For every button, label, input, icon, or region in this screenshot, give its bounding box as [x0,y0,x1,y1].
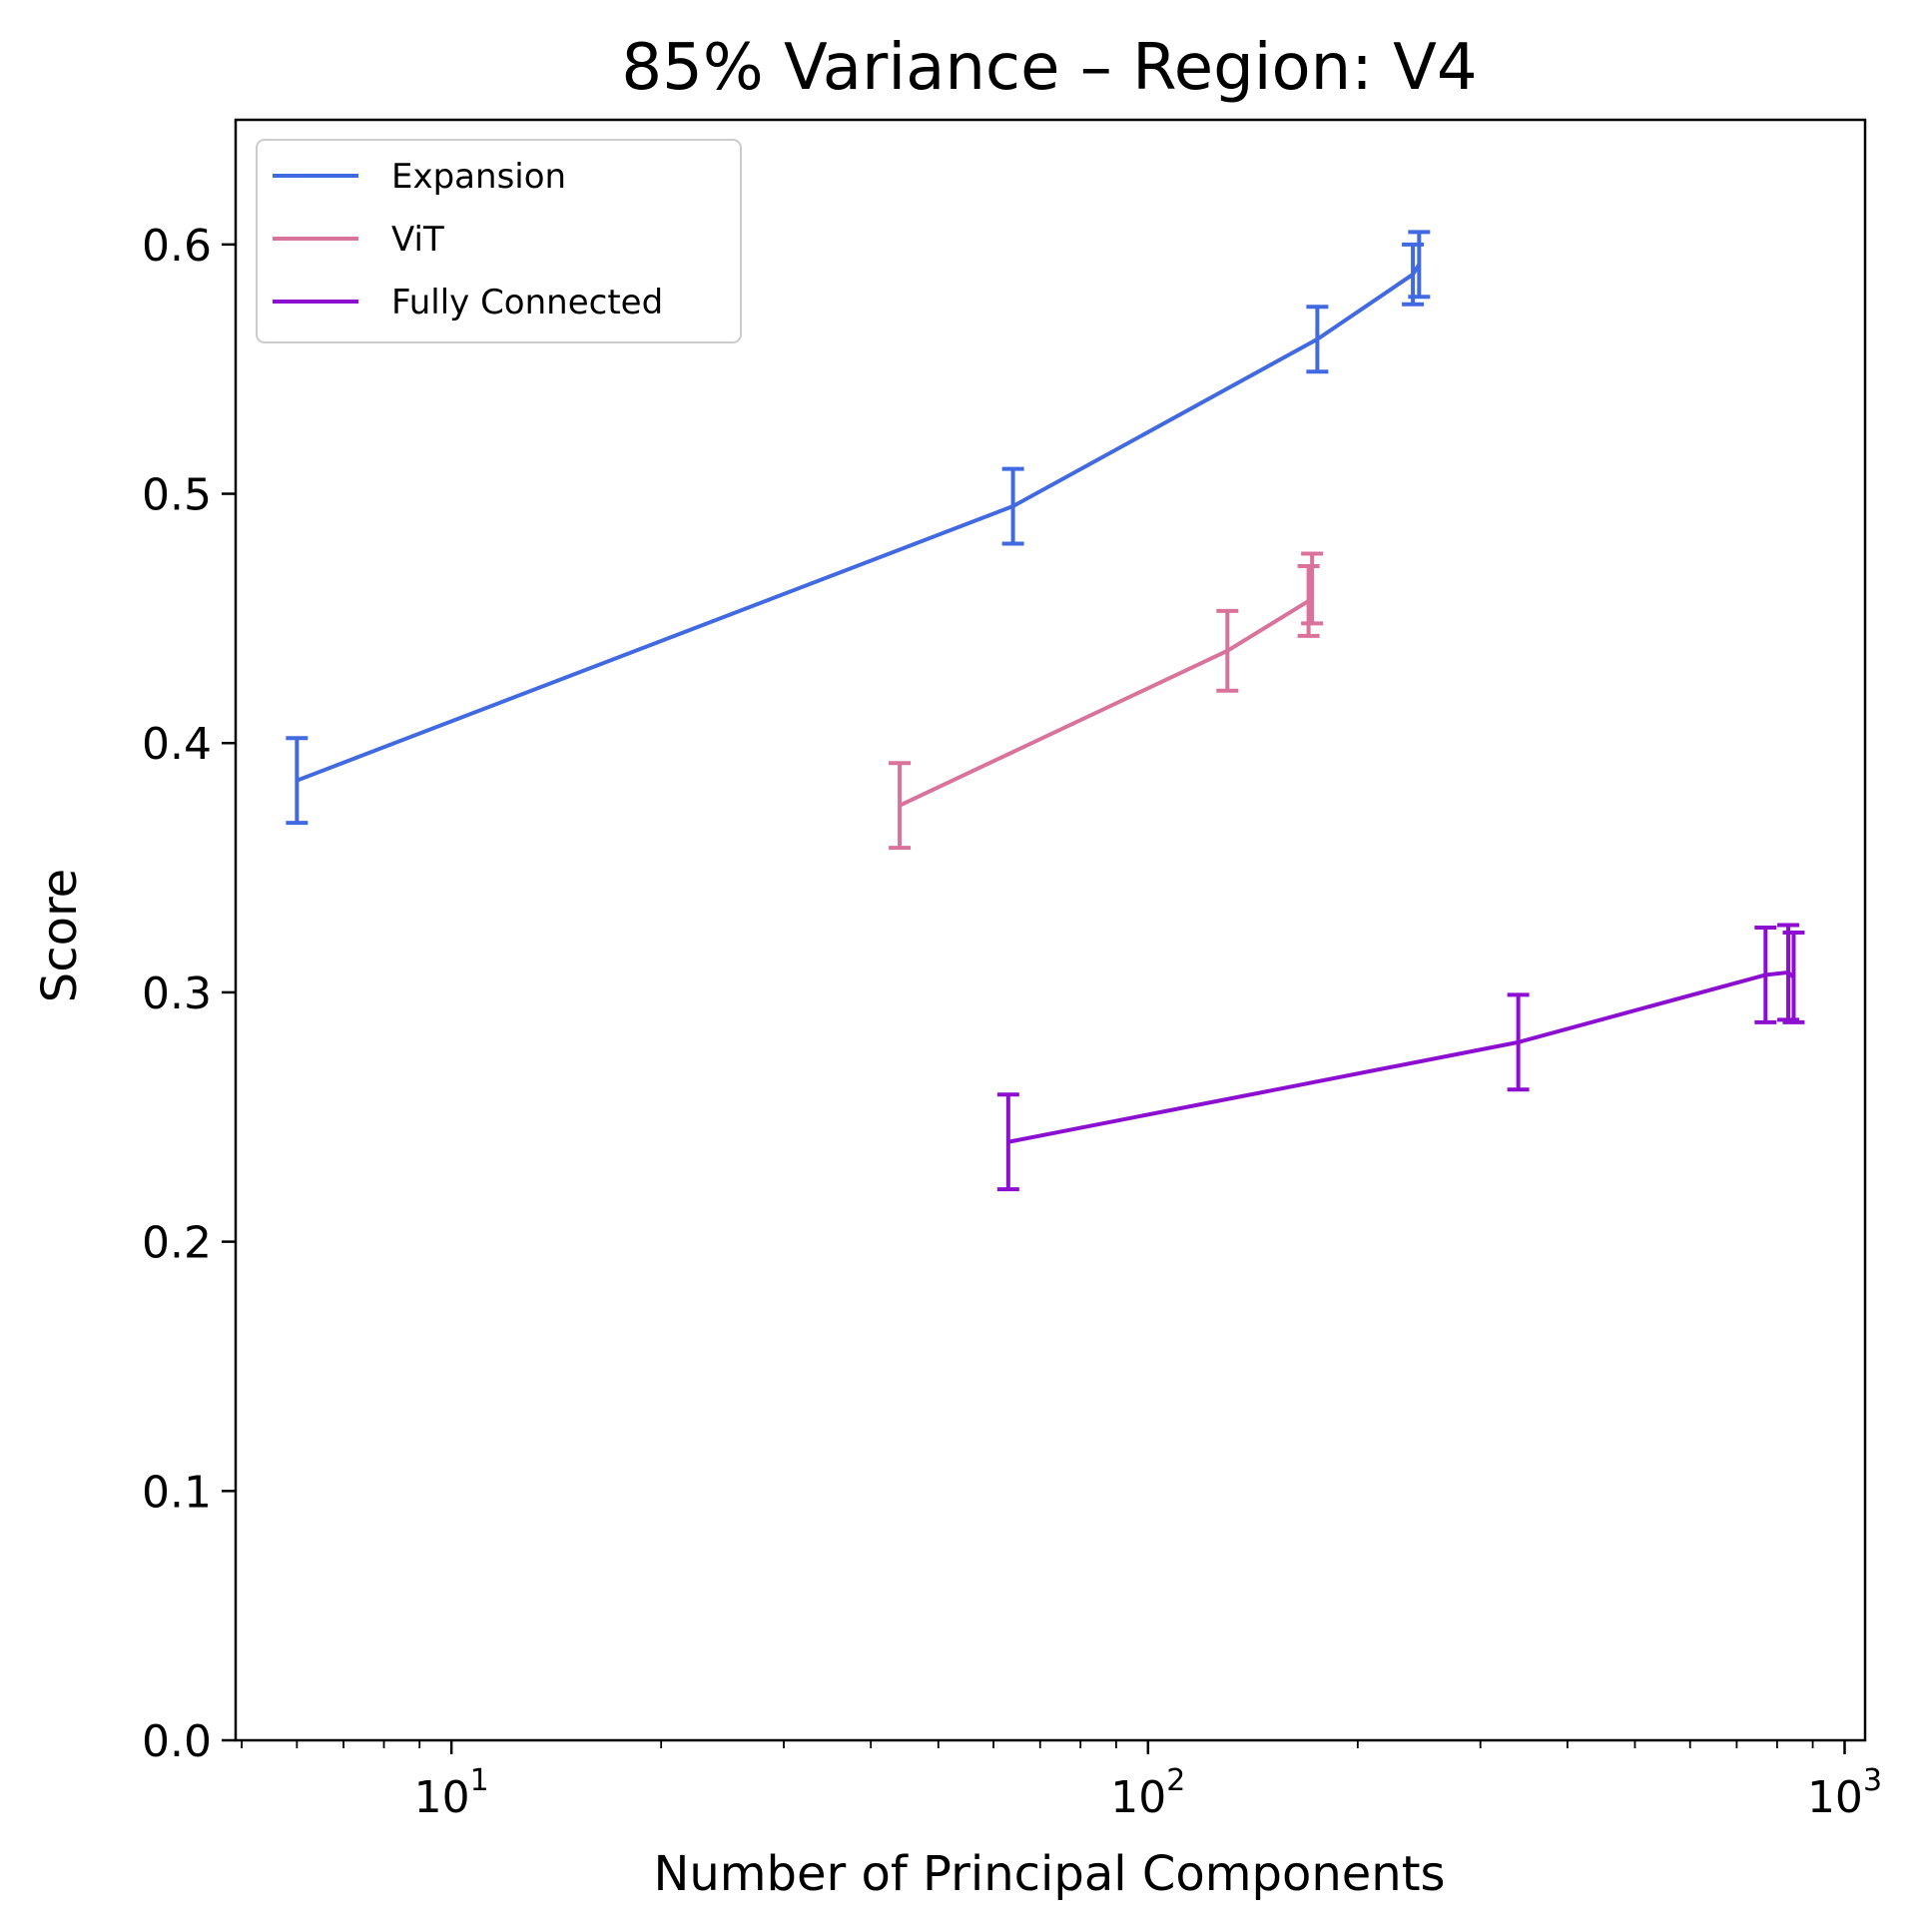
series-1 [889,551,1324,851]
legend-label: Fully Connected [391,283,663,322]
y-tick-label: 0.5 [142,470,212,521]
y-axis-label: Score [32,869,88,1002]
y-tick-label: 0.0 [142,1716,212,1767]
chart-title: 85% Variance – Region: V4 [621,31,1477,105]
x-tick-label: 101 [414,1763,489,1823]
x-tick-base: 10 [1110,1772,1166,1823]
legend-label: ViT [391,220,444,260]
x-tick-label: 103 [1807,1763,1882,1823]
series-0 [286,230,1431,826]
legend-box [256,139,742,343]
x-tick-exponent: 3 [1863,1763,1882,1798]
y-tick-label: 0.4 [142,719,212,770]
legend-item: ViT [273,220,444,260]
legend: Expansion ViT Fully Connected [256,139,742,343]
legend-item: Fully Connected [273,283,663,322]
x-tick-label: 102 [1110,1763,1185,1823]
series-2 [996,923,1805,1192]
legend-item: Expansion [273,157,566,197]
y-tick-label: 0.2 [142,1218,212,1269]
plot-frame [234,118,1867,1742]
y-tick-label: 0.1 [142,1467,212,1518]
y-tick-label: 0.3 [142,968,212,1019]
x-tick-base: 10 [414,1772,470,1823]
x-tick-exponent: 1 [470,1763,489,1798]
plot-series [286,230,1805,1192]
legend-label: Expansion [391,157,566,197]
x-axis-label: Number of Principal Components [653,1846,1445,1902]
y-tick-label: 0.6 [142,221,212,272]
x-tick-exponent: 2 [1166,1763,1185,1798]
x-tick-base: 10 [1807,1772,1863,1823]
